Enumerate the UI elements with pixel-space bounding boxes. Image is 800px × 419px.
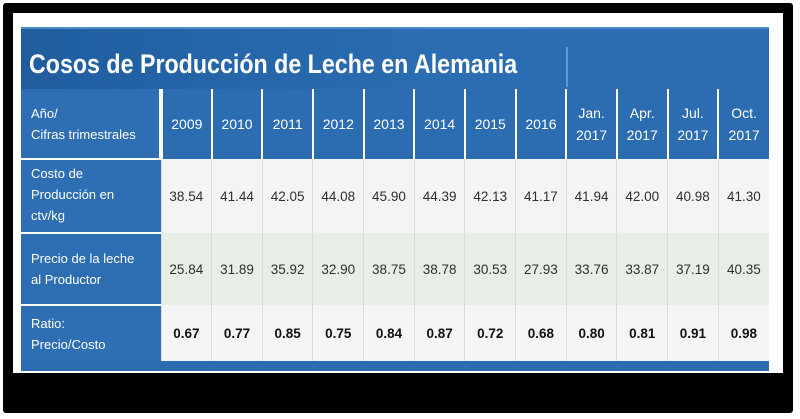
table-cell: 27.93 <box>515 233 567 305</box>
period-header: 2016 <box>514 89 567 159</box>
table-frame: Cosos de Producción de Leche en Alemania… <box>3 3 793 413</box>
table-cell: 0.80 <box>565 305 617 361</box>
row-label-ratio: Ratio: Precio/Costo <box>21 305 161 361</box>
table-cell: 40.35 <box>717 233 769 305</box>
period-header: Oct. 2017 <box>717 89 769 159</box>
header-label-line1: Año/ <box>31 105 58 121</box>
table-cell: 0.68 <box>515 305 567 361</box>
period-header: 2013 <box>362 89 415 159</box>
table-cell: 44.39 <box>413 159 465 233</box>
table-cell: 42.00 <box>616 159 668 233</box>
table-cell: 0.98 <box>717 305 769 361</box>
table-cell: 38.78 <box>413 233 465 305</box>
title-bar <box>21 27 769 89</box>
table-cell: 30.53 <box>464 233 516 305</box>
table-cell: 45.90 <box>363 159 415 233</box>
period-header: 2015 <box>463 89 516 159</box>
table-cell: 37.19 <box>667 233 719 305</box>
header-row: Año/ Cifras trimestrales 2009 2010 2011 … <box>21 89 769 160</box>
cost-table: Año/ Cifras trimestrales 2009 2010 2011 … <box>21 89 769 361</box>
table-cell: 31.89 <box>211 233 263 305</box>
period-header: 2010 <box>210 89 263 159</box>
table-cell: 0.84 <box>363 305 415 361</box>
period-header: Jan. 2017 <box>565 89 617 159</box>
table-cell: 41.30 <box>717 159 769 233</box>
table-cell: 0.67 <box>160 305 212 361</box>
table-row: Precio de la leche al Productor 25.84 31… <box>21 233 769 306</box>
period-header: Jul. 2017 <box>666 89 719 159</box>
table-cell: 0.91 <box>667 305 719 361</box>
table-row: Ratio: Precio/Costo 0.67 0.77 0.85 0.75 … <box>21 305 769 361</box>
table-cell: 33.87 <box>616 233 668 305</box>
table-cell: 25.84 <box>160 233 212 305</box>
table-cell: 0.77 <box>211 305 263 361</box>
table-cell: 0.75 <box>312 305 364 361</box>
table-cell: 0.85 <box>261 305 313 361</box>
table-cell: 32.90 <box>312 233 364 305</box>
table-cell: 0.87 <box>413 305 465 361</box>
row-label-cost: Costo de Producción en ctv/kg <box>21 159 161 234</box>
table-cell: 38.54 <box>160 159 212 233</box>
bottom-strip <box>21 361 769 371</box>
table-cell: 41.44 <box>211 159 263 233</box>
table-cell: 33.76 <box>565 233 617 305</box>
table-cell: 42.05 <box>261 159 313 233</box>
table-cell: 35.92 <box>261 233 313 305</box>
table-cell: 41.94 <box>565 159 617 233</box>
table-row: Costo de Producción en ctv/kg 38.54 41.4… <box>21 159 769 234</box>
period-header: 2014 <box>413 89 465 159</box>
header-label: Año/ Cifras trimestrales <box>21 89 161 160</box>
table-cell: 40.98 <box>667 159 719 233</box>
period-header: 2012 <box>311 89 364 159</box>
period-header: 2011 <box>261 89 313 159</box>
table-cell: 41.17 <box>515 159 567 233</box>
table-cell: 0.72 <box>464 305 516 361</box>
table-cell: 0.81 <box>616 305 668 361</box>
period-header: 2009 <box>159 89 212 159</box>
table-cell: 44.08 <box>312 159 364 233</box>
table-cell: 42.13 <box>464 159 516 233</box>
row-label-price: Precio de la leche al Productor <box>21 233 161 306</box>
table-cell: 38.75 <box>363 233 415 305</box>
table-title: Cosos de Producción de Leche en Alemania <box>29 49 518 79</box>
header-label-line2: Cifras trimestrales <box>31 126 136 142</box>
title-divider <box>566 47 568 87</box>
period-header: Apr. 2017 <box>615 89 668 159</box>
